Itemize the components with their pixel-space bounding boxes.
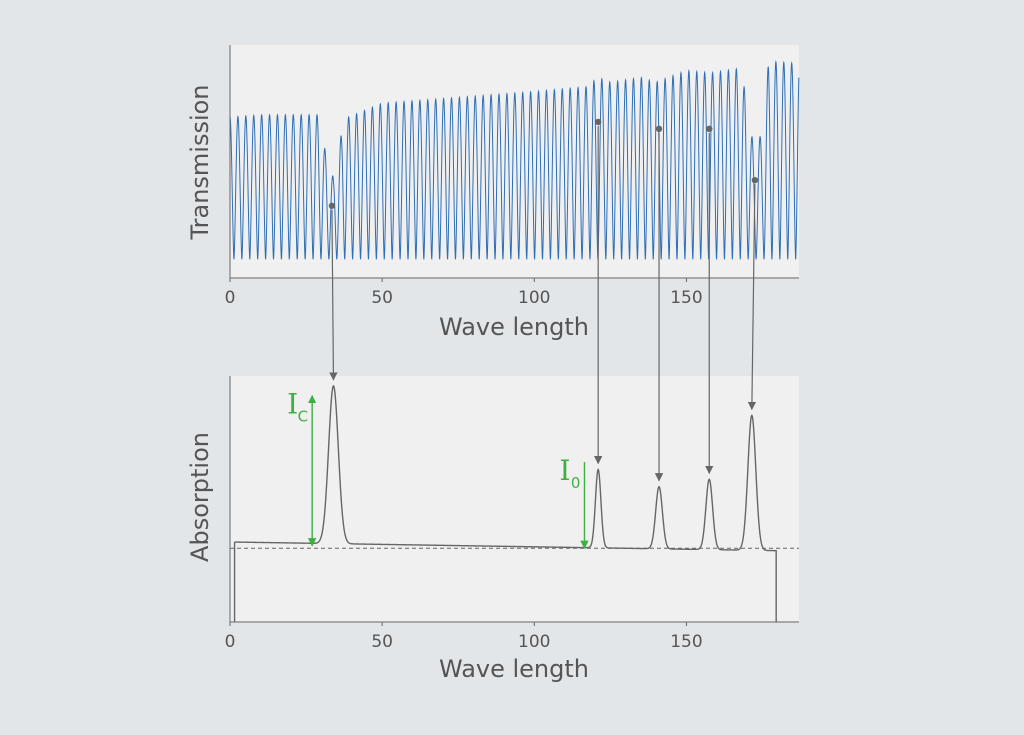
annotation-label: I [559, 454, 570, 487]
transmission-series [229, 59, 800, 260]
x-tick-label: 150 [670, 288, 702, 308]
connector-arrow [329, 209, 338, 381]
annotation-label: I [287, 388, 298, 421]
transmission-y-label: Transmission [186, 84, 214, 240]
x-tick-label: 50 [371, 288, 393, 308]
annotation-subscript: C [298, 408, 308, 426]
transmission-chart: 0 50 100 150 Wave length Transmission [186, 45, 800, 341]
x-tick-label: 100 [518, 288, 550, 308]
transmission-marker [328, 202, 336, 209]
absorption-x-ticks: 0 50 100 150 [225, 622, 703, 652]
transmission-marker [594, 118, 602, 126]
absorption-plot-area [230, 376, 799, 622]
transmission-x-label: Wave length [439, 313, 589, 341]
connector-arrow [747, 184, 757, 411]
absorption-x-label: Wave length [439, 655, 589, 683]
connector-arrows [329, 125, 757, 482]
x-tick-label: 0 [225, 288, 236, 308]
x-tick-label: 0 [225, 632, 236, 652]
annotation-subscript: 0 [571, 474, 581, 492]
transmission-line [229, 59, 800, 260]
x-tick-label: 100 [518, 632, 550, 652]
x-tick-label: 50 [371, 632, 393, 652]
absorption-chart: 0 50 100 150 Wave length Absorption I CI 0 [186, 376, 799, 683]
transmission-marker [706, 125, 713, 133]
absorption-y-label: Absorption [186, 432, 214, 562]
transmission-x-ticks: 0 50 100 150 [225, 278, 703, 308]
absorption-annotations: I CI 0 [287, 388, 589, 550]
absorption-series [233, 384, 777, 623]
transmission-marker [751, 176, 759, 184]
transmission-marker [655, 125, 663, 133]
x-tick-label: 150 [670, 632, 702, 652]
